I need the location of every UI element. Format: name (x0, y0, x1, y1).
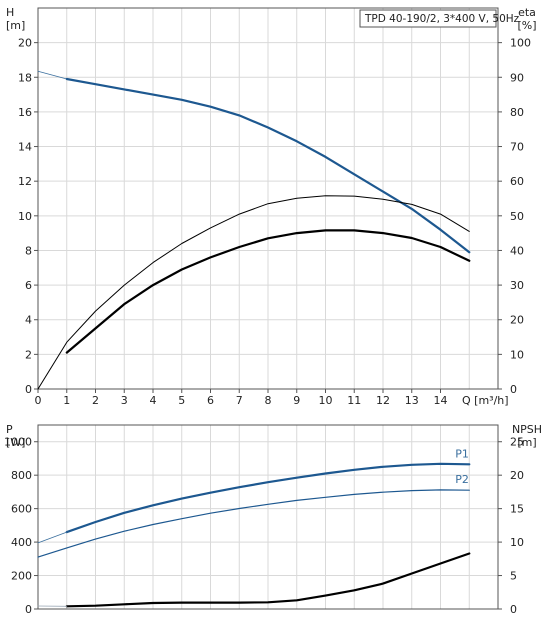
x-tick-label: 13 (405, 394, 419, 407)
left-tick-label: 600 (11, 503, 32, 516)
x-tick-label: 6 (207, 394, 214, 407)
left-tick-label: 400 (11, 536, 32, 549)
x-tick-label: 7 (236, 394, 243, 407)
right-axis-label: NPSH (512, 423, 542, 436)
left-tick-label: 800 (11, 469, 32, 482)
left-tick-label: 12 (18, 175, 32, 188)
series-line-3 (65, 552, 471, 608)
right-tick-label: 10 (510, 536, 524, 549)
right-tick-label: 100 (510, 37, 531, 50)
left-tick-label: 0 (25, 603, 32, 616)
series-line-2 (37, 195, 470, 390)
left-tick-label: 2 (25, 348, 32, 361)
series-line-3 (65, 229, 471, 354)
right-tick-label: 60 (510, 175, 524, 188)
series-name-label: P1 (455, 447, 469, 460)
right-tick-label: 70 (510, 141, 524, 154)
right-tick-label: 15 (510, 503, 524, 516)
left-axis-unit: [W] (6, 436, 25, 449)
x-tick-label: 8 (265, 394, 272, 407)
power-npsh-panel: 0 200 400 600 800 1000 0 5 10 15 20 25 P[W] NPSH[m] P1… (4, 423, 542, 616)
left-tick-label: 8 (25, 244, 32, 257)
right-tick-label: 10 (510, 348, 524, 361)
right-tick-label: 90 (510, 71, 524, 84)
x-tick-label: 12 (376, 394, 390, 407)
chart-title: TPD 40-190/2, 3*400 V, 50Hz (364, 13, 520, 25)
series-name-label: P2 (455, 473, 469, 486)
x-tick-label: 14 (434, 394, 448, 407)
series-line-2 (37, 489, 470, 558)
right-tick-label: 40 (510, 244, 524, 257)
left-tick-label: 1000 (4, 436, 32, 449)
right-tick-label: 20 (510, 314, 524, 327)
x-tick-label: 9 (293, 394, 300, 407)
x-tick-label: 10 (319, 394, 333, 407)
right-tick-label: 80 (510, 106, 524, 119)
right-tick-label: 20 (510, 469, 524, 482)
left-axis-label: P (6, 423, 13, 436)
series-line-0 (65, 462, 471, 534)
left-tick-label: 0 (25, 383, 32, 396)
x-tick-label: 3 (121, 394, 128, 407)
left-tick-label: 200 (11, 570, 32, 583)
series-line-0 (37, 70, 68, 80)
x-tick-label: 1 (63, 394, 70, 407)
left-axis-unit: [m] (6, 19, 25, 32)
right-tick-label: 25 (510, 436, 524, 449)
x-tick-label: 2 (92, 394, 99, 407)
left-tick-label: 16 (18, 106, 32, 119)
plot-frame (37, 424, 499, 610)
right-tick-label: 5 (510, 570, 517, 583)
left-tick-label: 18 (18, 71, 32, 84)
chart-title-box (359, 9, 497, 28)
left-tick-label: 14 (18, 141, 32, 154)
right-tick-label: 50 (510, 210, 524, 223)
left-tick-label: 20 (18, 37, 32, 50)
x-tick-label: 11 (347, 394, 361, 407)
head-efficiency-panel: 024681012141618200102030405060708090100H… (6, 6, 537, 407)
x-tick-label: 4 (150, 394, 157, 407)
x-axis-label: Q [m³/h] (462, 394, 509, 407)
series-line-1 (37, 531, 68, 544)
right-axis-unit: [m] (517, 436, 536, 449)
right-tick-label: 0 (510, 383, 517, 396)
right-axis-unit: [%] (517, 19, 536, 32)
x-tick-label: 5 (178, 394, 185, 407)
right-tick-label: 0 (510, 603, 517, 616)
left-axis-label: H (6, 6, 14, 19)
right-tick-label: 30 (510, 279, 524, 292)
left-tick-label: 6 (25, 279, 32, 292)
left-tick-label: 4 (25, 314, 32, 327)
x-tick-label: 0 (35, 394, 42, 407)
right-axis-label: eta (518, 6, 536, 19)
left-tick-label: 10 (18, 210, 32, 223)
